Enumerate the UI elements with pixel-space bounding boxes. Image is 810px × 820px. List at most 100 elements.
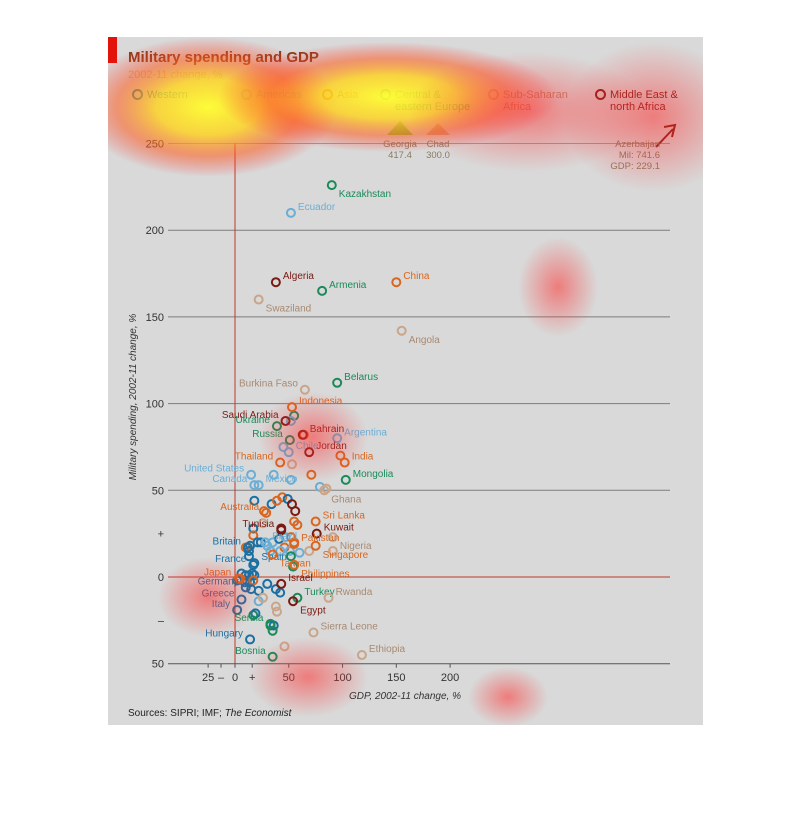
point-label: Indonesia <box>299 396 343 407</box>
data-point <box>279 641 290 652</box>
data-point <box>242 542 253 553</box>
x-tick-label: 200 <box>441 672 459 684</box>
data-point <box>327 545 338 556</box>
data-point <box>275 457 286 468</box>
point-label: Burkina Faso <box>239 379 298 390</box>
azerbaijan-offscale-label: Azerbaijan <box>615 139 660 150</box>
y-tick-label: 250 <box>146 139 164 151</box>
point-label: Armenia <box>329 280 367 291</box>
point-label: Turkey <box>304 587 334 598</box>
x-tick-label: – <box>218 672 225 684</box>
point-label: Singapore <box>323 550 369 561</box>
data-point <box>257 518 268 529</box>
point-label: Kazakhstan <box>339 189 391 200</box>
data-point <box>271 606 282 617</box>
georgia-offscale-marker <box>387 121 413 135</box>
point-label: Ghana <box>331 494 361 505</box>
y-tick-label: + <box>158 529 164 541</box>
point-label: Bahrain <box>310 424 344 435</box>
point-label: United States <box>184 464 244 475</box>
point-label: Russia <box>252 429 283 440</box>
data-point <box>248 523 259 534</box>
point-label: Rwanda <box>336 587 373 598</box>
data-point <box>310 540 321 551</box>
data-point <box>270 601 281 612</box>
point-label: Serbia <box>235 613 264 624</box>
point-label: Tunisia <box>242 519 274 530</box>
point-label: China <box>403 271 430 282</box>
point-label: Ecuador <box>298 202 336 213</box>
data-point <box>323 592 334 603</box>
data-point <box>317 285 328 296</box>
data-point <box>340 474 351 485</box>
point-label: Pakistan <box>301 533 339 544</box>
georgia-offscale-label: Georgia <box>383 139 418 150</box>
georgia-offscale-value: 417.4 <box>388 150 412 161</box>
data-point <box>276 525 287 536</box>
point-label: Australia <box>220 502 259 513</box>
point-label: Greece <box>202 589 235 600</box>
data-point <box>326 180 337 191</box>
y-tick-label: 50 <box>152 659 164 671</box>
data-point <box>327 532 338 543</box>
point-label: Philippines <box>301 569 349 580</box>
data-point <box>245 634 256 645</box>
point-label: Hungary <box>205 628 243 639</box>
point-label: Algeria <box>283 271 315 282</box>
point-label: Argentina <box>344 427 387 438</box>
point-label: Nigeria <box>340 541 372 552</box>
data-point <box>249 480 260 491</box>
chart-panel: Military spending and GDP 2002-11 change… <box>108 37 703 725</box>
data-point <box>292 519 303 530</box>
y-tick-label: 50 <box>152 485 164 497</box>
data-point <box>280 532 291 543</box>
data-point <box>284 435 295 446</box>
point-label: Belarus <box>344 372 378 383</box>
data-point <box>236 594 247 605</box>
x-tick-label: 0 <box>232 672 238 684</box>
point-label: Egypt <box>300 605 326 616</box>
data-point <box>276 578 287 589</box>
data-point <box>262 578 273 589</box>
data-point <box>259 506 270 517</box>
chart-source: Sources: SIPRI; IMF; The Economist <box>128 708 291 719</box>
point-label: Angola <box>409 335 441 346</box>
point-label: Saudi Arabia <box>222 410 279 421</box>
point-label: Sierra Leone <box>321 621 379 632</box>
data-point <box>306 469 317 480</box>
y-tick-label: 100 <box>146 399 164 411</box>
point-label: Sri Lanka <box>323 511 366 522</box>
x-tick-label: 100 <box>333 672 351 684</box>
data-point <box>270 277 281 288</box>
point-label: Italy <box>212 599 230 610</box>
source-text: Sources: SIPRI; IMF; <box>128 708 225 719</box>
azerbaijan-offscale-gdp: GDP: 229.1 <box>610 161 660 172</box>
data-point <box>285 551 296 562</box>
data-point <box>267 549 278 560</box>
data-point <box>356 650 367 661</box>
point-label: Bosnia <box>235 646 266 657</box>
data-point <box>391 277 402 288</box>
azerbaijan-offscale-mil: Mil: 741.6 <box>619 150 660 161</box>
data-point <box>304 545 315 556</box>
point-label: Kuwait <box>324 523 354 534</box>
point-label: Canada <box>212 474 247 485</box>
data-point <box>283 447 294 458</box>
data-point <box>274 533 285 544</box>
data-point <box>289 539 300 550</box>
chad-offscale-label: Chad <box>427 139 450 150</box>
data-point <box>396 325 407 336</box>
point-label: Taiwan <box>280 558 311 569</box>
data-point <box>257 592 268 603</box>
data-point <box>299 384 310 395</box>
data-point <box>267 651 278 662</box>
point-label: Ukraine <box>235 415 270 426</box>
x-tick-label: 150 <box>387 672 405 684</box>
point-label: Ethiopia <box>369 644 406 655</box>
data-point <box>288 596 299 607</box>
data-point <box>260 537 271 548</box>
point-label: Brazil <box>272 531 297 542</box>
data-point <box>339 457 350 468</box>
point-label: Britain <box>213 537 241 548</box>
data-point <box>308 627 319 638</box>
